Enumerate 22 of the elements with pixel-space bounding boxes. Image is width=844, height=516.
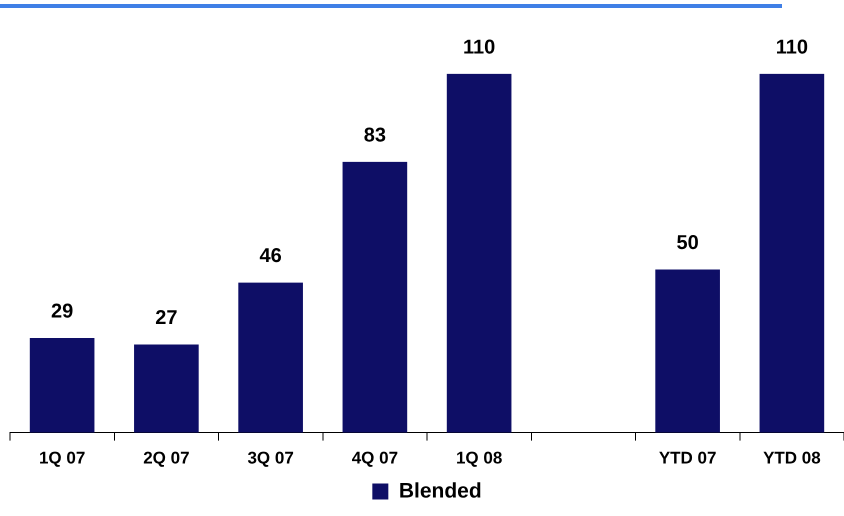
x-tick-label: 3Q 07 [247,448,294,468]
data-label: 29 [51,300,74,323]
bar [134,344,199,433]
x-tick-label: 1Q 08 [456,448,502,468]
x-tick-label: YTD 07 [658,448,716,468]
x-tick-label: 1Q 07 [38,448,86,468]
x-tick-label: 2Q 07 [143,448,190,468]
bar [238,282,303,433]
x-tick-label: YTD 08 [763,448,821,468]
data-label: 110 [462,36,496,58]
legend-label: Blended [398,479,482,502]
data-label: 110 [776,36,808,58]
bar [655,270,720,433]
data-label: 83 [364,124,386,146]
bar [446,74,512,433]
x-tick-label: 4Q 07 [352,448,398,468]
bar [342,162,408,433]
bar [30,338,94,433]
bar [760,74,824,433]
data-label: 27 [155,307,178,330]
data-label: 46 [260,245,282,268]
data-label: 50 [676,232,699,254]
